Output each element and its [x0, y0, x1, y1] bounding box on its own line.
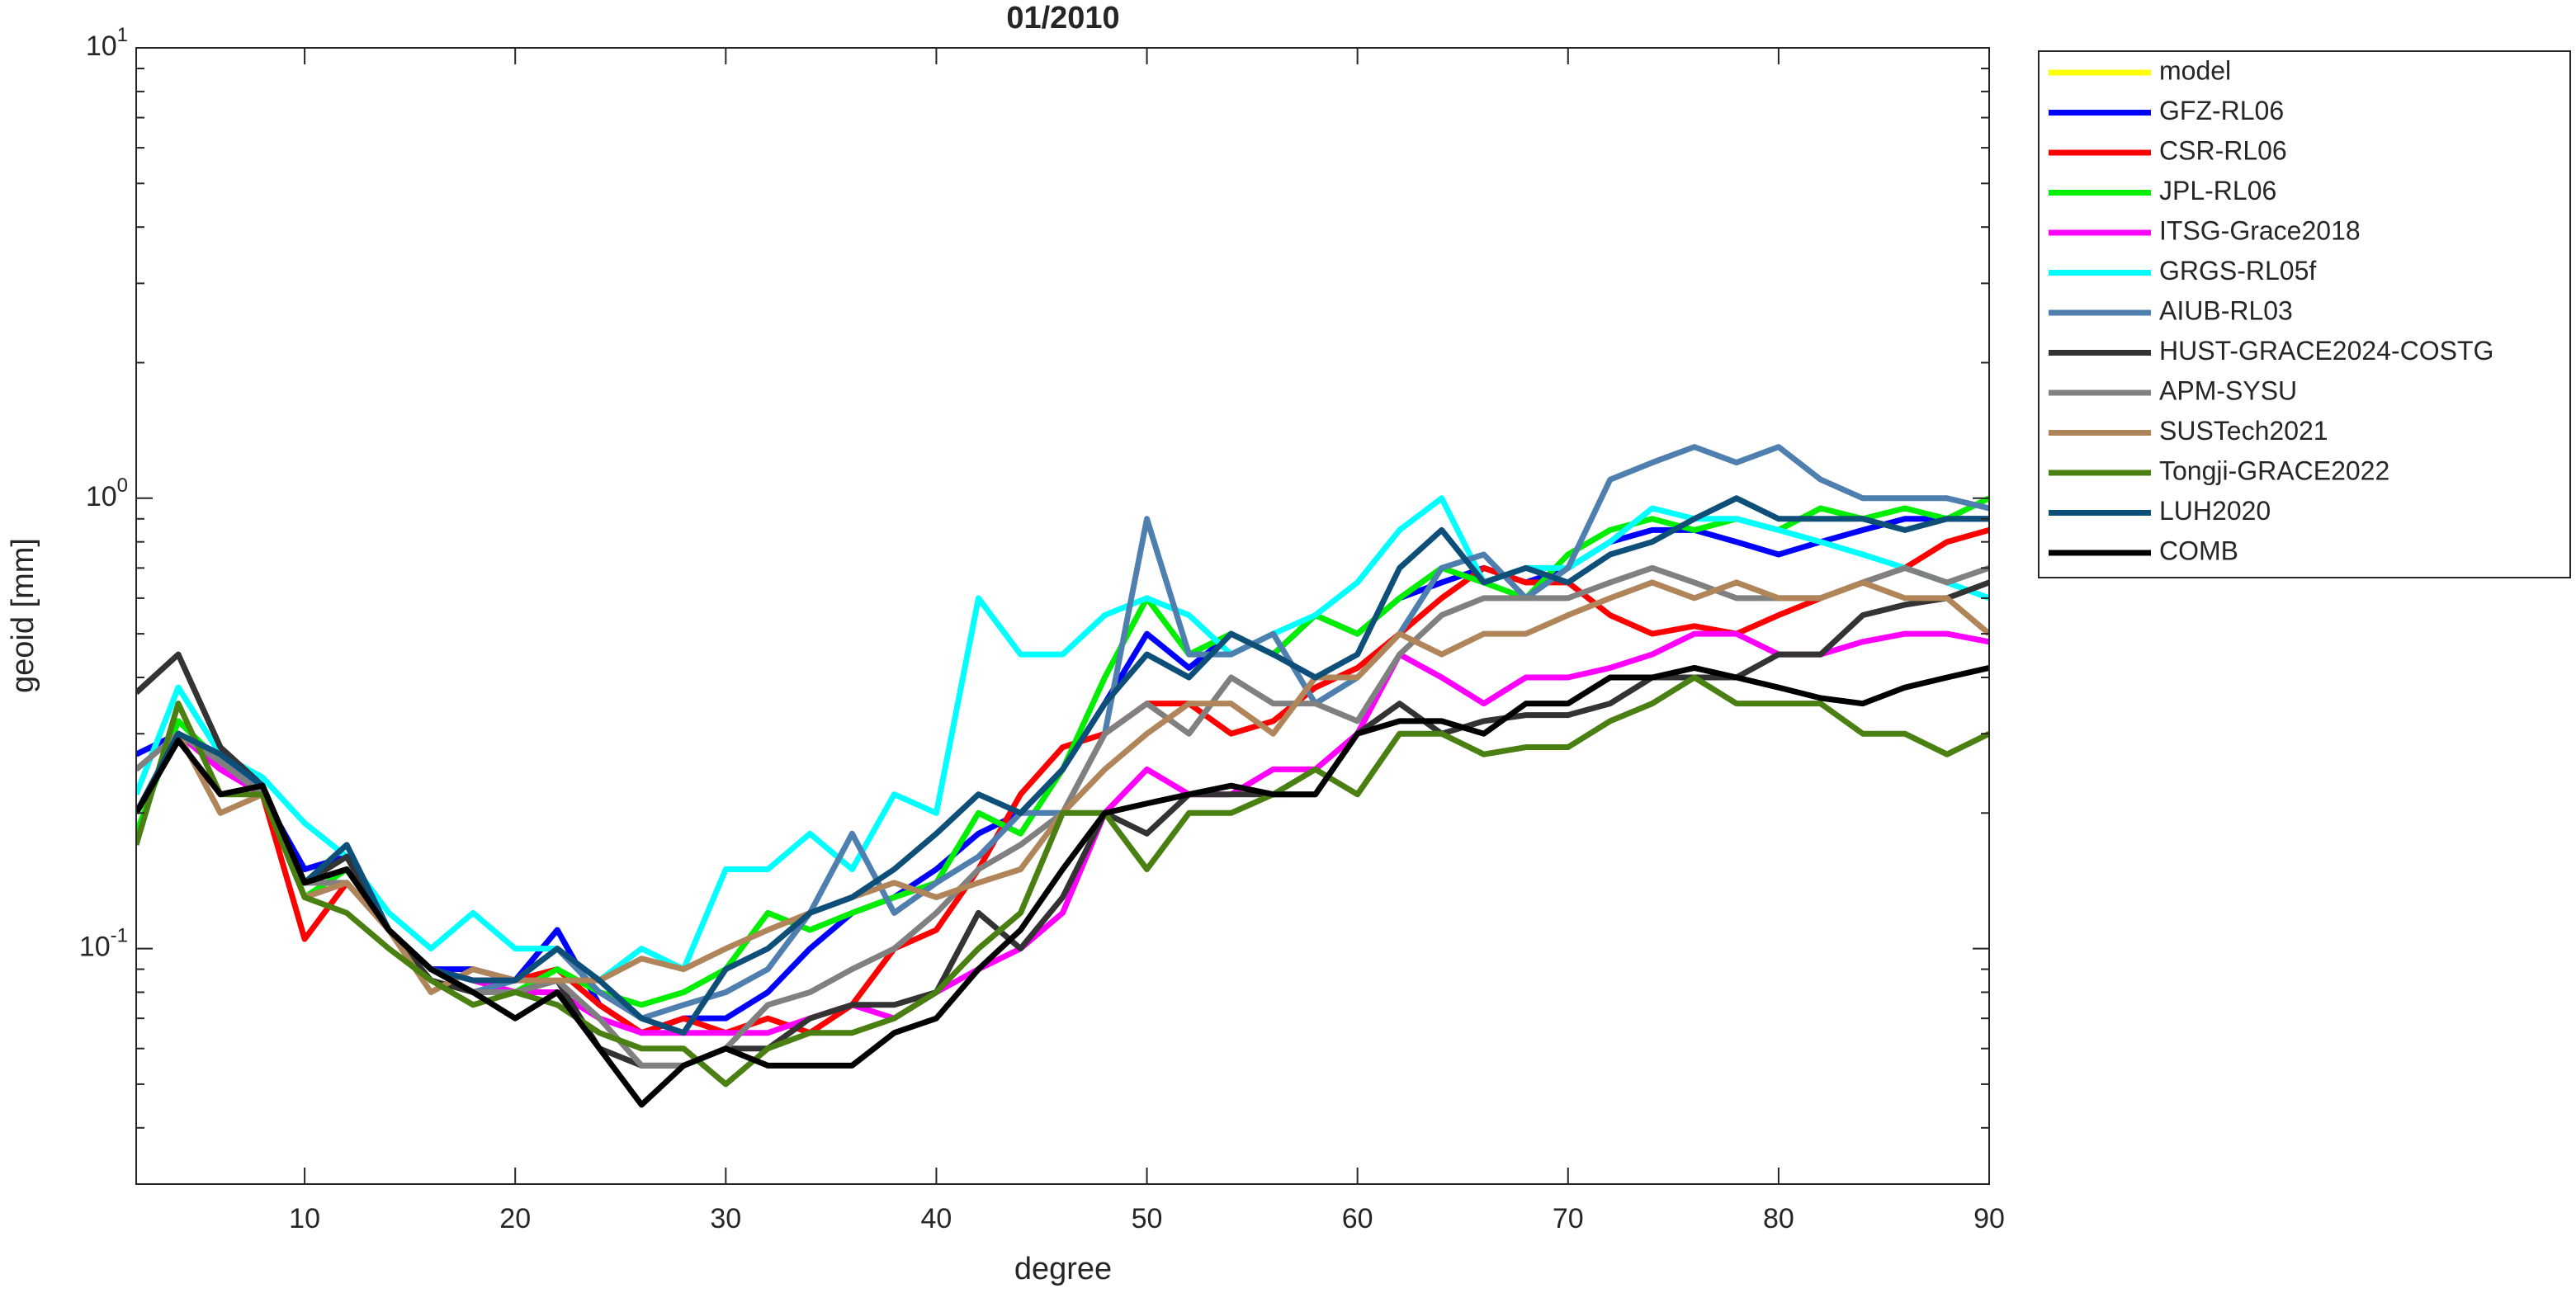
series-line	[136, 674, 1989, 1088]
y-tick-label: 101	[86, 24, 128, 62]
legend-label: APM-SYSU	[2159, 375, 2297, 405]
y-axis-label: geoid [mm]	[6, 538, 40, 693]
axes-box	[135, 47, 1990, 1185]
x-tick-label: 80	[1763, 1203, 1794, 1234]
series-line	[136, 495, 1989, 984]
x-tick-label: 30	[710, 1203, 741, 1234]
x-axis-label: degree	[1014, 1252, 1112, 1286]
legend-label: GRGS-RL05f	[2159, 256, 2316, 285]
legend-label: ITSG-Grace2018	[2159, 215, 2361, 245]
x-tick-label: 60	[1342, 1203, 1373, 1234]
legend-label: model	[2159, 55, 2231, 85]
x-tick-label: 10	[289, 1203, 320, 1234]
legend-label: GFZ-RL06	[2159, 96, 2284, 125]
legend-label: SUSTech2021	[2159, 416, 2328, 446]
legend-label: AIUB-RL03	[2159, 295, 2293, 325]
legend-label: CSR-RL06	[2159, 135, 2287, 165]
legend-label: LUH2020	[2159, 496, 2271, 526]
plot-area	[136, 48, 1989, 1184]
x-tick-label: 70	[1553, 1203, 1584, 1234]
chart-title: 01/2010	[1006, 1, 1119, 35]
series-line	[136, 495, 1989, 1036]
y-tick-label: 100	[86, 474, 128, 512]
x-tick-label: 50	[1132, 1203, 1163, 1234]
lines	[136, 444, 1989, 1108]
legend-label: JPL-RL06	[2159, 176, 2276, 205]
legend-label: Tongji-GRACE2022	[2159, 455, 2389, 485]
y-tick-label: 10-1	[79, 925, 128, 963]
legend-label: HUST-GRACE2024-COSTG	[2159, 336, 2493, 366]
x-tick-label: 20	[499, 1203, 531, 1234]
x-tick-label: 40	[921, 1203, 952, 1234]
legend-label: COMB	[2159, 536, 2238, 565]
x-tick-label: 90	[1973, 1203, 2005, 1234]
series-line	[136, 664, 1989, 1108]
